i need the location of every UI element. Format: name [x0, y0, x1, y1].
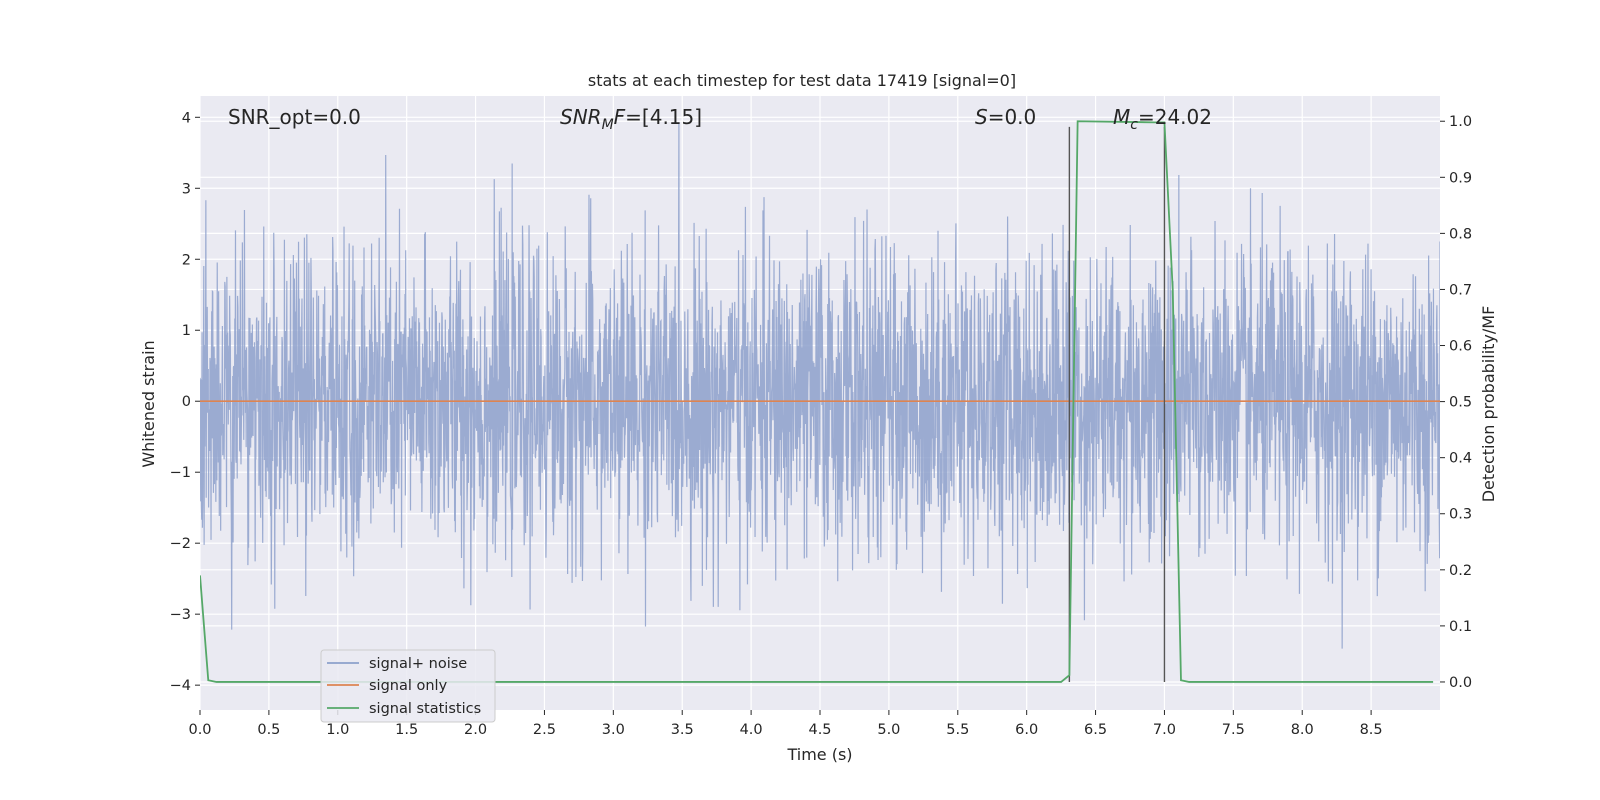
x-tick-label: 6.0: [1015, 722, 1038, 738]
annotation-mc: Mc=24.02: [1113, 105, 1212, 133]
y-axis-left: 4 3 2 1 0 −1 −2 −3 −4: [170, 110, 200, 694]
x-tick-label: 8.0: [1291, 722, 1314, 738]
y-right-tick-label: 0.1: [1449, 619, 1472, 635]
y-left-tick-label: 0: [182, 394, 191, 410]
y-right-tick-label: 0.2: [1449, 563, 1472, 579]
vertical-markers: [1068, 126, 1166, 682]
y-right-tick-label: 0.9: [1449, 170, 1472, 186]
y-right-tick-label: 1.0: [1449, 114, 1472, 130]
y-right-tick-label: 0.3: [1449, 507, 1472, 523]
x-tick-label: 3.0: [602, 722, 625, 738]
legend-label-signal-only: signal only: [369, 678, 448, 694]
x-tick-label: 4.5: [808, 722, 831, 738]
y-right-tick-label: 0.0: [1449, 675, 1472, 691]
y-left-tick-label: 1: [182, 323, 191, 339]
y-left-tick-label: −2: [170, 536, 191, 552]
chart-title: stats at each timestep for test data 174…: [588, 71, 1016, 90]
y-right-tick-label: 0.5: [1449, 395, 1472, 411]
y-left-tick-label: −3: [170, 607, 191, 623]
series-signal-plus-noise: [200, 122, 1440, 649]
x-tick-label: 5.0: [877, 722, 900, 738]
legend-box: [320, 649, 496, 723]
y-axis-right-label: Detection probability/MF: [1479, 306, 1498, 503]
x-tick-label: 3.5: [671, 722, 694, 738]
y-left-tick-label: 2: [182, 252, 191, 268]
x-tick-label: 2.0: [464, 722, 487, 738]
x-axis: 0.0 0.5 1.0 1.5 2.0 2.5 3.0 3.5 4.0 4.5 5.0 5.5 6.0 6…: [188, 710, 1383, 738]
x-tick-label: 5.5: [946, 722, 969, 738]
x-axis-label: Time (s): [786, 745, 852, 764]
x-tick-label: 8.5: [1360, 722, 1383, 738]
legend-label-signal-plus-noise: signal+ noise: [369, 656, 467, 672]
y-right-tick-label: 0.4: [1449, 451, 1472, 467]
y-axis-left-label: Whitened strain: [139, 340, 158, 467]
y-left-tick-label: 3: [182, 181, 191, 197]
x-tick-label: 0.0: [188, 722, 211, 738]
x-tick-label: 2.5: [533, 722, 556, 738]
y-right-tick-label: 0.6: [1449, 339, 1472, 355]
y-left-tick-label: 4: [182, 110, 191, 126]
y-left-tick-label: −1: [170, 465, 191, 481]
x-tick-label: 6.5: [1084, 722, 1107, 738]
series-signal-statistics: [200, 120, 1434, 683]
legend: signal+ noise signal only signal statist…: [320, 649, 496, 723]
x-tick-label: 0.5: [257, 722, 280, 738]
x-tick-label: 1.5: [395, 722, 418, 738]
y-left-tick-label: −4: [170, 678, 191, 694]
y-axis-right: 1.0 0.9 0.8 0.7 0.6 0.5 0.4 0.3 0.2 0.1 0.0: [1440, 114, 1472, 691]
legend-label-signal-statistics: signal statistics: [369, 701, 481, 717]
annotation-snr-opt: SNR_opt=0.0: [228, 105, 361, 129]
x-tick-label: 1.0: [326, 722, 349, 738]
x-tick-label: 7.5: [1222, 722, 1245, 738]
x-tick-label: 4.0: [740, 722, 763, 738]
y-right-tick-label: 0.8: [1449, 226, 1472, 242]
annotation-s: S=0.0: [975, 105, 1036, 129]
y-right-tick-label: 0.7: [1449, 282, 1472, 298]
x-tick-label: 7.0: [1153, 722, 1176, 738]
annotation-snr-mf: SNRMF=[4.15]: [560, 105, 702, 133]
